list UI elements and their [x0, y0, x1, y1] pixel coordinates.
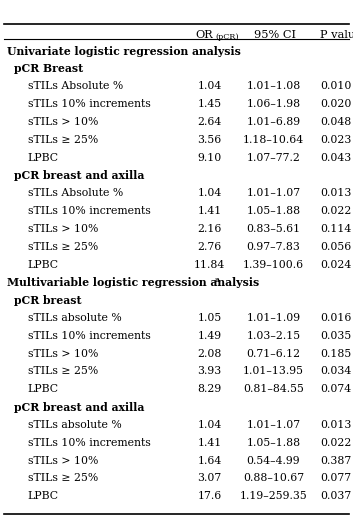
Text: 0.83–5.61: 0.83–5.61 [246, 224, 300, 234]
Text: 1.49: 1.49 [197, 331, 221, 341]
Text: 17.6: 17.6 [197, 491, 221, 501]
Text: 1.05–1.88: 1.05–1.88 [246, 206, 300, 216]
Text: sTILs 10% increments: sTILs 10% increments [28, 99, 150, 109]
Text: sTILs ≥ 25%: sTILs ≥ 25% [28, 242, 98, 252]
Text: 1.01–6.89: 1.01–6.89 [246, 117, 300, 127]
Text: 1.19–259.35: 1.19–259.35 [239, 491, 307, 501]
Text: 0.022: 0.022 [320, 438, 351, 448]
Text: a: a [215, 276, 220, 284]
Text: 0.185: 0.185 [320, 349, 351, 359]
Text: 1.01–1.08: 1.01–1.08 [246, 81, 300, 91]
Text: 0.056: 0.056 [320, 242, 351, 252]
Text: pCR Breast: pCR Breast [14, 64, 83, 75]
Text: P value: P value [320, 30, 353, 40]
Text: 1.41: 1.41 [197, 206, 221, 216]
Text: 9.10: 9.10 [197, 152, 221, 162]
Text: 1.05: 1.05 [197, 313, 221, 323]
Text: sTILs > 10%: sTILs > 10% [28, 224, 98, 234]
Text: Univariate logistic regression analysis: Univariate logistic regression analysis [7, 45, 241, 56]
Text: 2.08: 2.08 [197, 349, 222, 359]
Text: sTILs absolute %: sTILs absolute % [28, 420, 121, 430]
Text: 0.077: 0.077 [320, 473, 351, 483]
Text: 1.04: 1.04 [197, 188, 221, 198]
Text: 1.18–10.64: 1.18–10.64 [243, 135, 304, 145]
Text: 95% CI: 95% CI [254, 30, 296, 40]
Text: 1.64: 1.64 [197, 456, 221, 466]
Text: 0.97–7.83: 0.97–7.83 [246, 242, 300, 252]
Text: 1.01–1.07: 1.01–1.07 [246, 188, 300, 198]
Text: 0.043: 0.043 [320, 152, 351, 162]
Text: LPBC: LPBC [28, 384, 59, 394]
Text: 0.074: 0.074 [320, 384, 351, 394]
Text: OR: OR [196, 30, 213, 40]
Text: 3.56: 3.56 [197, 135, 221, 145]
Text: 0.037: 0.037 [320, 491, 351, 501]
Text: 0.010: 0.010 [320, 81, 351, 91]
Text: sTILs Absolute %: sTILs Absolute % [28, 188, 123, 198]
Text: 0.54–4.99: 0.54–4.99 [246, 456, 300, 466]
Text: pCR breast and axilla: pCR breast and axilla [14, 402, 144, 413]
Text: 1.04: 1.04 [197, 81, 221, 91]
Text: 1.41: 1.41 [197, 438, 221, 448]
Text: 0.023: 0.023 [320, 135, 351, 145]
Text: 1.39–100.6: 1.39–100.6 [243, 259, 304, 269]
Text: 1.01–13.95: 1.01–13.95 [243, 366, 304, 376]
Text: 1.45: 1.45 [197, 99, 221, 109]
Text: LPBC: LPBC [28, 152, 59, 162]
Text: 3.93: 3.93 [197, 366, 221, 376]
Text: sTILs ≥ 25%: sTILs ≥ 25% [28, 135, 98, 145]
Text: sTILs 10% increments: sTILs 10% increments [28, 331, 150, 341]
Text: 0.114: 0.114 [320, 224, 351, 234]
Text: 2.16: 2.16 [197, 224, 222, 234]
Text: 2.64: 2.64 [197, 117, 221, 127]
Text: LPBC: LPBC [28, 259, 59, 269]
Text: 0.024: 0.024 [320, 259, 351, 269]
Text: 0.013: 0.013 [320, 188, 351, 198]
Text: sTILs > 10%: sTILs > 10% [28, 117, 98, 127]
Text: 0.88–10.67: 0.88–10.67 [243, 473, 304, 483]
Text: 1.05–1.88: 1.05–1.88 [246, 438, 300, 448]
Text: 0.020: 0.020 [320, 99, 351, 109]
Text: 0.81–84.55: 0.81–84.55 [243, 384, 304, 394]
Text: 0.387: 0.387 [320, 456, 351, 466]
Text: sTILs ≥ 25%: sTILs ≥ 25% [28, 366, 98, 376]
Text: 11.84: 11.84 [194, 259, 225, 269]
Text: 1.07–77.2: 1.07–77.2 [246, 152, 300, 162]
Text: 2.76: 2.76 [197, 242, 221, 252]
Text: 0.022: 0.022 [320, 206, 351, 216]
Text: 8.29: 8.29 [197, 384, 221, 394]
Text: 1.03–2.15: 1.03–2.15 [246, 331, 300, 341]
Text: 0.71–6.12: 0.71–6.12 [246, 349, 300, 359]
Text: sTILs 10% increments: sTILs 10% increments [28, 206, 150, 216]
Text: Multivariable logistic regression analysis: Multivariable logistic regression analys… [7, 277, 259, 288]
Text: 0.035: 0.035 [320, 331, 351, 341]
Text: 0.013: 0.013 [320, 420, 351, 430]
Text: 1.06–1.98: 1.06–1.98 [246, 99, 300, 109]
Text: sTILs > 10%: sTILs > 10% [28, 456, 98, 466]
Text: (pCR): (pCR) [215, 33, 239, 41]
Text: sTILs absolute %: sTILs absolute % [28, 313, 121, 323]
Text: 1.01–1.09: 1.01–1.09 [246, 313, 300, 323]
Text: 1.04: 1.04 [197, 420, 221, 430]
Text: sTILs ≥ 25%: sTILs ≥ 25% [28, 473, 98, 483]
Text: 0.048: 0.048 [320, 117, 351, 127]
Text: sTILs > 10%: sTILs > 10% [28, 349, 98, 359]
Text: sTILs 10% increments: sTILs 10% increments [28, 438, 150, 448]
Text: pCR breast and axilla: pCR breast and axilla [14, 170, 144, 182]
Text: pCR breast: pCR breast [14, 295, 82, 306]
Text: 0.016: 0.016 [320, 313, 351, 323]
Text: LPBC: LPBC [28, 491, 59, 501]
Text: sTILs Absolute %: sTILs Absolute % [28, 81, 123, 91]
Text: 0.034: 0.034 [320, 366, 351, 376]
Text: 1.01–1.07: 1.01–1.07 [246, 420, 300, 430]
Text: 3.07: 3.07 [197, 473, 221, 483]
